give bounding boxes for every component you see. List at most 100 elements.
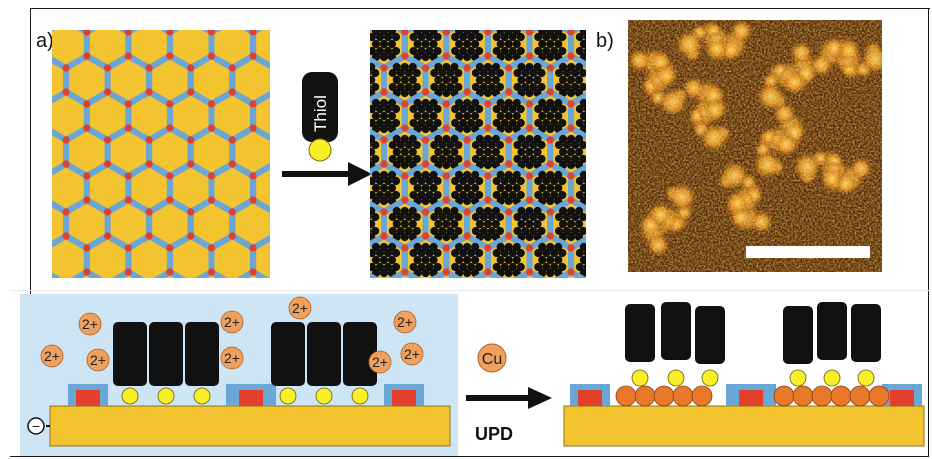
network-node — [484, 100, 492, 108]
network-node — [380, 208, 388, 216]
thiol-molecule-dot — [534, 104, 543, 114]
thiol-headgroup — [631, 369, 649, 387]
thiol-molecule-dot — [438, 140, 447, 150]
thiol-molecule-dot — [430, 226, 439, 236]
thiol-molecule-dot — [575, 46, 584, 56]
thiol-molecule-dot — [459, 248, 468, 258]
thiol-molecule-dot — [434, 147, 443, 157]
thiol-molecule-dot — [492, 104, 501, 114]
thiol-molecule-dot — [475, 147, 485, 157]
scale-bar — [746, 246, 870, 258]
thiol-molecule-dot — [409, 176, 418, 186]
thiol-molecule-dot — [404, 154, 413, 164]
thiol-molecule — [695, 306, 725, 364]
thiol-molecule-dot — [538, 98, 547, 108]
thiol-molecule-dot — [371, 68, 380, 78]
network-node — [421, 232, 430, 240]
thiol-molecule-dot — [467, 104, 476, 114]
thiol-arrow-group: Thiol — [282, 72, 372, 186]
thiol-molecule-dot — [430, 212, 439, 222]
thiol-headgroup — [789, 369, 807, 387]
thiol-molecule-dot — [517, 134, 526, 144]
thiol-molecule-dot — [558, 262, 567, 272]
thiol-molecule-dot — [442, 219, 451, 229]
network-node — [145, 232, 153, 240]
thiol-molecule-dot — [412, 140, 421, 150]
ion-charge-label: 2+ — [224, 314, 240, 330]
thiol-molecule-dot — [409, 190, 418, 200]
thiol-molecule-dot — [459, 190, 468, 200]
thiol-molecule-dot — [529, 212, 538, 222]
thiol-molecule-dot — [459, 118, 468, 128]
thiol-molecule-dot — [479, 82, 489, 92]
network-block — [882, 384, 922, 406]
thiol-molecule-dot — [450, 147, 459, 157]
network-node — [525, 124, 534, 132]
thiol-molecule-dot — [392, 147, 401, 157]
thiol-molecule-dot — [417, 248, 426, 258]
thiol-molecule-dot — [529, 68, 538, 78]
thiol-molecule-dot — [433, 118, 442, 128]
thiol-molecule-dot — [463, 39, 472, 49]
thiol-molecule-dot — [421, 268, 430, 278]
thiol-molecule-dot — [517, 62, 526, 72]
electrode-sign: − — [32, 418, 40, 434]
thiol-molecule-dot — [408, 206, 417, 216]
thiol-molecule-dot — [513, 154, 522, 164]
network-node — [401, 30, 409, 36]
thiol-molecule-dot — [450, 62, 459, 72]
network-node — [380, 136, 388, 144]
thiol-molecule-dot — [400, 160, 409, 170]
network-node — [442, 268, 450, 276]
network-node — [103, 136, 112, 144]
thiol-molecule-dot — [371, 98, 381, 108]
thiol-molecule-dot — [442, 147, 451, 157]
thiol-molecule-dot — [454, 226, 463, 236]
thiol-molecule-dot — [429, 255, 438, 265]
thiol-headgroup — [667, 369, 685, 387]
network-node — [83, 172, 91, 180]
copper-atom — [615, 385, 637, 407]
thiol-molecule-dot — [451, 46, 460, 56]
thiol-molecule-dot — [429, 170, 438, 180]
thiol-molecule-dot — [525, 88, 534, 98]
network-node — [567, 100, 575, 108]
thiol-headgroup — [315, 387, 333, 405]
network-node — [249, 172, 257, 180]
network-node — [525, 196, 534, 204]
thiol-molecule-dot — [516, 262, 525, 272]
network-node — [525, 244, 534, 252]
thiol-molecule-dot — [438, 82, 447, 92]
network-node — [166, 244, 174, 252]
thiol-molecule-dot — [370, 75, 376, 85]
copper-atom — [672, 385, 694, 407]
network-block — [384, 384, 424, 406]
network-node — [145, 64, 153, 72]
network-node — [505, 64, 513, 72]
thiol-molecule-dot — [583, 191, 586, 199]
thiol-molecule-dot — [542, 46, 551, 56]
thiol-molecule-dot — [421, 124, 430, 134]
thiol-molecule-dot — [583, 47, 586, 55]
thiol-molecule-dot — [471, 170, 480, 180]
thiol-molecule-dot — [558, 190, 567, 200]
thiol-molecule-dot — [512, 242, 521, 252]
thiol-molecule-dot — [370, 147, 376, 157]
thiol-molecule-dot — [562, 226, 572, 236]
thiol-molecule-dot — [575, 248, 584, 258]
network-node — [166, 52, 174, 60]
thiol-molecule-dot — [438, 68, 447, 78]
thiol-molecule-dot — [495, 226, 505, 236]
network-node — [380, 232, 388, 240]
network-node — [62, 232, 70, 240]
thiol-molecule-dot — [529, 154, 538, 164]
thiol-molecule-dot — [371, 82, 380, 92]
thiol-molecule-dot — [413, 183, 422, 193]
thiol-molecule-dot — [370, 176, 377, 186]
network-node — [83, 196, 91, 204]
network-node — [207, 124, 216, 132]
thiol-molecule-dot — [546, 39, 555, 49]
thiol-molecule-dot — [400, 88, 409, 98]
thiol-molecule-dot — [570, 140, 580, 150]
thiol-molecule-dot — [500, 46, 509, 56]
